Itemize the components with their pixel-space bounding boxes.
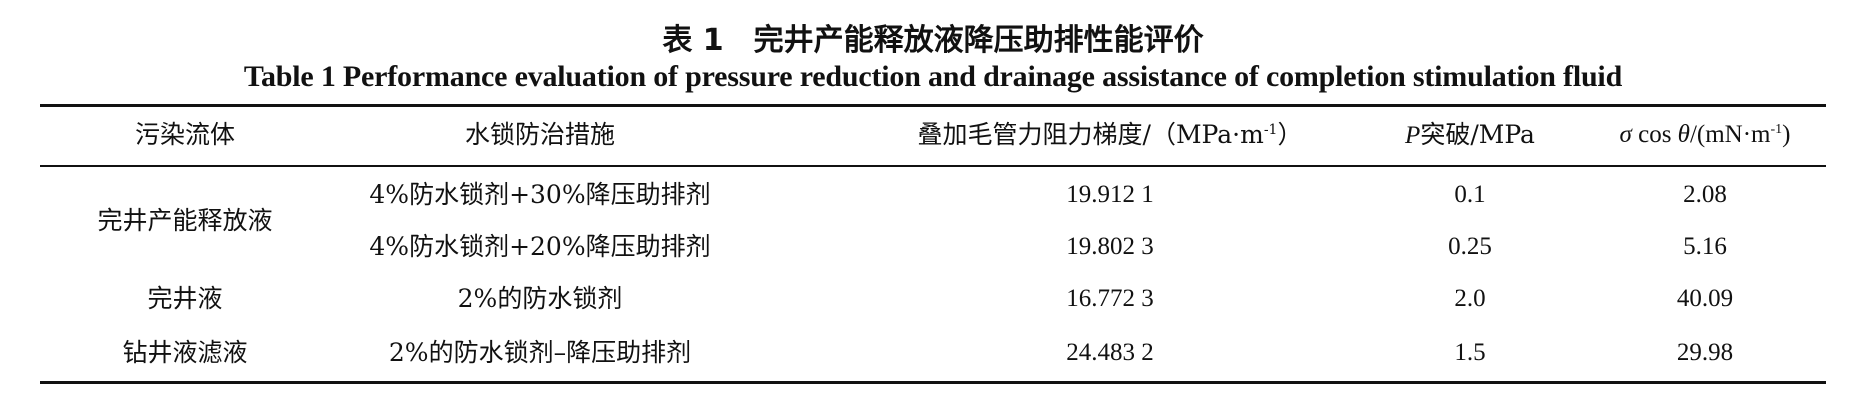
header-gradient: 叠加毛管力阻力梯度/（MPa·m-1） — [850, 120, 1370, 150]
header-rule — [40, 165, 1826, 167]
header-cos: cos — [1638, 121, 1672, 148]
cell-fluid-row4: 钻井液滤液 — [122, 338, 248, 367]
cell-measure-row3: 2%的防水锁剂 — [457, 284, 623, 313]
header-gradient-suffix: ） — [1277, 120, 1303, 149]
cell-gradient-row2: 19.802 3 — [1066, 233, 1154, 260]
bottom-rule — [40, 381, 1826, 384]
header-theta: θ — [1677, 121, 1690, 148]
cell-p-row2: 0.25 — [1448, 233, 1492, 260]
header-tension: σ cos θ/(mN·m-1) — [1590, 120, 1820, 150]
header-tension-sup: -1 — [1770, 122, 1783, 137]
cell-p-row4: 1.5 — [1454, 339, 1486, 366]
cell-measure-row2: 4%防水锁剂+20%降压助排剂 — [369, 232, 711, 261]
cell-tension-row4: 29.98 — [1676, 339, 1734, 366]
header-gradient-sup: -1 — [1263, 122, 1278, 138]
header-breakthrough-pressure: P突破/MPa — [1370, 120, 1570, 151]
header-measure: 水锁防治措施 — [464, 120, 615, 149]
cell-tension-row2: 5.16 — [1683, 233, 1727, 260]
cell-tension-row1: 2.08 — [1683, 181, 1727, 208]
cell-gradient-row1: 19.912 1 — [1066, 181, 1154, 208]
cell-gradient-row4: 24.483 2 — [1066, 339, 1154, 366]
cell-tension-row3: 40.09 — [1676, 285, 1734, 312]
header-tension-unit-suffix: ) — [1782, 121, 1791, 148]
cell-gradient-row3: 16.772 3 — [1066, 285, 1154, 312]
header-p-rest: 突破/MPa — [1420, 120, 1535, 149]
cell-measure-row4: 2%的防水锁剂–降压助排剂 — [388, 338, 692, 367]
header-fluid: 污染流体 — [134, 120, 235, 149]
header-gradient-prefix: 叠加毛管力阻力梯度/（MPa·m — [917, 120, 1264, 149]
header-p-symbol: P — [1405, 122, 1421, 149]
cell-p-row1: 0.1 — [1454, 181, 1486, 208]
table-caption-cn: 表 1 完井产能释放液降压助排性能评价 — [662, 23, 1204, 58]
top-rule — [40, 104, 1826, 107]
cell-measure-row1: 4%防水锁剂+30%降压助排剂 — [369, 180, 711, 209]
cell-fluid-row1: 完井产能释放液 — [97, 206, 273, 235]
header-tension-unit-prefix: /(mN·m — [1689, 121, 1771, 148]
cell-fluid-row3: 完井液 — [147, 284, 223, 313]
cell-p-row3: 2.0 — [1454, 285, 1486, 312]
header-sigma: σ — [1619, 121, 1632, 148]
table-caption-en: Table 1 Performance evaluation of pressu… — [243, 60, 1623, 93]
